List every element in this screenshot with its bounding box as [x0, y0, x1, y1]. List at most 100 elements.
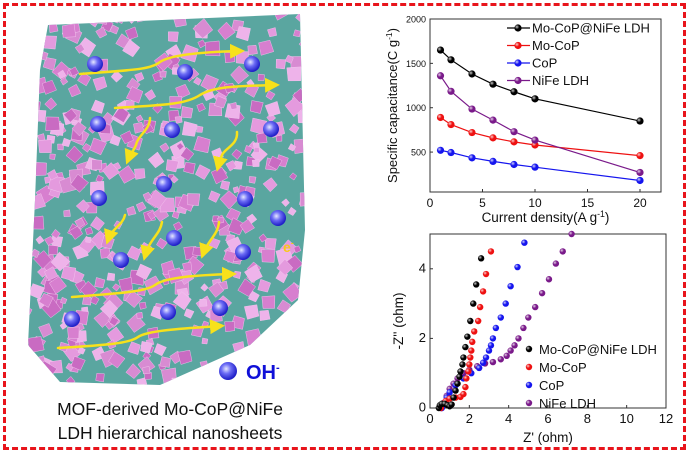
nanosheet-petal — [60, 77, 69, 86]
hydroxide-ions — [64, 56, 286, 327]
marker-highlight — [507, 283, 514, 290]
x-tick-label: 12 — [659, 411, 673, 426]
electron-path-arrow — [199, 220, 221, 259]
nanosheet-petal — [147, 151, 165, 169]
nanosheet-petal — [208, 281, 225, 298]
nanosheet-petal — [92, 76, 108, 91]
data-point — [482, 270, 490, 278]
y-tick-label: 1000 — [406, 103, 426, 113]
series-mo-cop-nife-ldh — [436, 46, 644, 125]
data-point — [473, 281, 480, 288]
nanosheet-petal — [35, 235, 45, 245]
nanosheet-petal — [180, 147, 195, 162]
nanosheet-petal — [49, 276, 67, 295]
legend-marker — [514, 24, 522, 32]
marker-highlight — [503, 352, 510, 359]
data-point — [436, 113, 445, 122]
nanosheet-petal — [147, 189, 167, 209]
x-tick-label: 0 — [426, 411, 433, 426]
data-point — [447, 120, 455, 129]
marker-highlight — [436, 46, 445, 54]
legend-label: NiFe LDH — [532, 73, 589, 88]
legend-entry: Mo-CoP — [507, 38, 580, 53]
nanosheet-petal — [74, 217, 86, 229]
nanosheet-petal — [90, 216, 105, 231]
marker-highlight — [469, 338, 476, 346]
legend-label: CoP — [539, 378, 564, 393]
series-line — [440, 116, 641, 157]
data-point — [456, 373, 463, 380]
nanosheet-petal — [199, 298, 208, 307]
legend-label: Mo-CoP — [532, 38, 580, 53]
nanosheet-petal — [281, 198, 290, 207]
nanosheet-petal — [293, 245, 302, 254]
nanosheet-petal — [85, 236, 92, 243]
data-point — [636, 168, 644, 177]
marker-highlight — [482, 270, 490, 278]
nanosheet-petal — [192, 18, 214, 39]
data-point — [467, 317, 474, 325]
marker-highlight — [492, 324, 500, 332]
legend-label: CoP — [532, 56, 557, 71]
data-point — [514, 263, 521, 271]
nanosheet-petal — [46, 169, 59, 181]
marker-highlight — [489, 157, 497, 165]
nanosheet-petal — [284, 54, 294, 64]
nanosheet-petal — [42, 57, 57, 71]
x-tick-label: 8 — [584, 411, 591, 426]
marker-highlight — [487, 248, 495, 255]
nanosheet-petal — [30, 248, 40, 258]
data-point — [448, 401, 455, 408]
nanosheet-petal — [33, 250, 52, 270]
nanosheet-petal — [195, 164, 211, 180]
data-point — [552, 260, 560, 267]
nanosheet-petal — [109, 316, 120, 327]
data-point — [468, 128, 476, 137]
label-text: Current density(A g — [482, 210, 598, 225]
legend-marker — [514, 59, 522, 67]
nanosheet-petal — [144, 372, 152, 380]
marker-highlight — [489, 358, 497, 366]
data-point — [525, 314, 532, 321]
marker-highlight — [525, 381, 533, 389]
nanosheet-petal — [208, 190, 221, 203]
hydroxide-ion-icon — [237, 191, 253, 207]
nanosheet-petal — [95, 373, 105, 383]
nanosheet-petal — [136, 377, 148, 385]
nanosheet-petal — [253, 147, 260, 153]
nanosheet-petal — [42, 79, 57, 95]
nanosheet-petal — [126, 313, 146, 333]
label-text: ) — [385, 28, 400, 32]
electron-path-arrow — [113, 77, 280, 110]
data-point — [568, 230, 575, 238]
nanosheet-petal — [200, 74, 219, 93]
data-point — [479, 359, 487, 366]
hydroxide-ion-icon — [235, 244, 251, 260]
nanosheet-petal — [125, 363, 142, 379]
marker-highlight — [510, 128, 518, 136]
marker-highlight — [436, 146, 445, 154]
nanosheet-petal — [232, 186, 240, 194]
marker-highlight — [479, 288, 487, 295]
legend-entry: CoP — [507, 56, 557, 71]
nanosheet-petal — [89, 137, 107, 156]
nanosheet-petal — [63, 209, 71, 217]
data-point — [482, 354, 490, 361]
nanosheet-petal — [261, 249, 276, 263]
nanosheet-petal — [126, 205, 137, 216]
nanosheet-petal — [89, 295, 100, 305]
legend-marker — [514, 41, 522, 50]
data-point — [510, 160, 518, 169]
data-point — [520, 324, 527, 332]
marker-highlight — [511, 342, 518, 349]
data-point — [559, 248, 566, 255]
plot-frame — [429, 18, 662, 193]
x-tick-label: 15 — [581, 196, 595, 210]
nanosheet-petal — [258, 233, 268, 243]
dashed-border — [3, 3, 686, 450]
nanosheet-petal — [71, 121, 87, 137]
marker-highlight — [636, 152, 644, 160]
nanosheet-petal — [247, 44, 258, 56]
data-point — [489, 116, 497, 124]
x-tick-label: 10 — [528, 196, 542, 210]
